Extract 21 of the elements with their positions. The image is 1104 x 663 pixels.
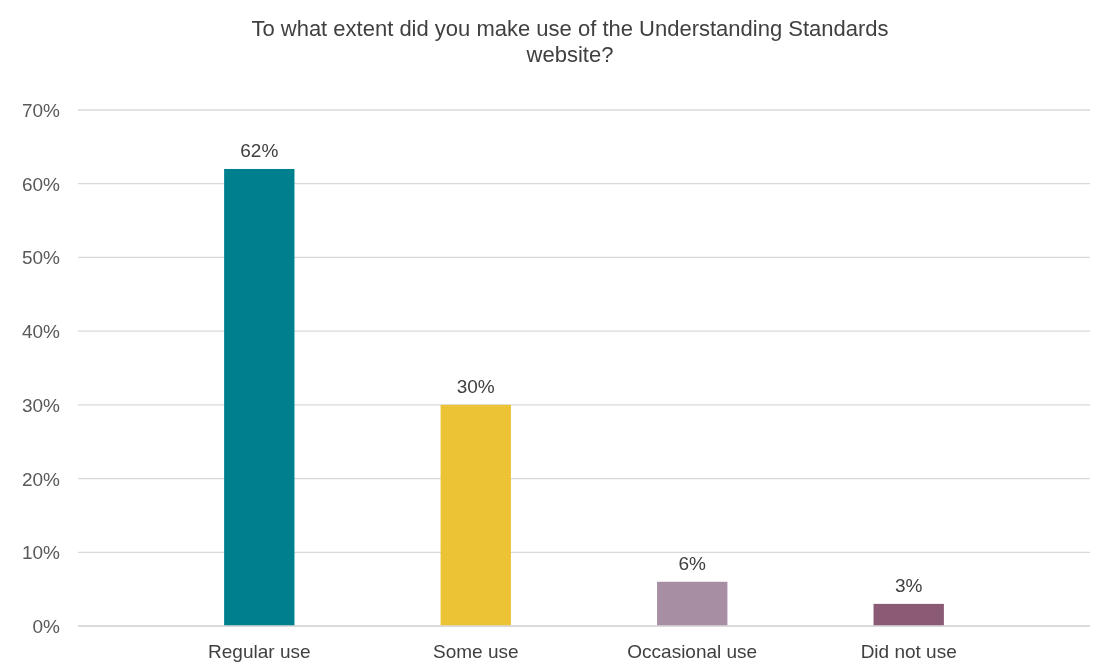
- data-label: 3%: [894, 574, 923, 596]
- y-tick-label: 60%: [21, 173, 61, 195]
- bar: [224, 168, 295, 626]
- x-tick-label: Some use: [432, 641, 519, 662]
- y-tick-label: 10%: [21, 542, 61, 564]
- x-tick-label: Occasional use: [627, 641, 758, 662]
- y-tick-label: 70%: [21, 100, 61, 121]
- data-label: 6%: [678, 552, 707, 574]
- x-tick-label: Did not use: [860, 641, 957, 662]
- data-label: 62%: [240, 139, 279, 161]
- bar: [657, 581, 728, 626]
- y-tick-label: 0%: [32, 616, 61, 637]
- data-label: 30%: [456, 375, 495, 397]
- y-tick-label: 30%: [21, 394, 61, 416]
- x-tick-label: Regular use: [208, 641, 311, 662]
- y-tick-label: 20%: [21, 468, 61, 490]
- y-tick-label: 50%: [21, 247, 61, 269]
- y-tick-label: 40%: [21, 321, 61, 343]
- chart-title: To what extent did you make use of the Understanding Standards website?: [251, 16, 889, 67]
- bar: [873, 603, 944, 626]
- bar: [440, 404, 511, 626]
